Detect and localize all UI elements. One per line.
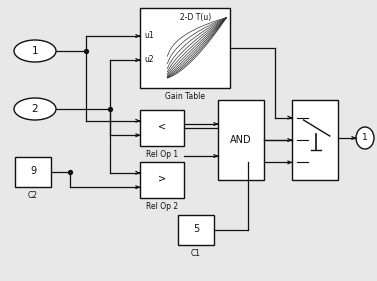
Bar xyxy=(140,162,184,198)
Text: 1: 1 xyxy=(32,46,38,56)
Text: 1: 1 xyxy=(362,133,368,142)
Bar xyxy=(292,100,338,180)
Text: u1: u1 xyxy=(144,31,153,40)
Text: u2: u2 xyxy=(144,56,153,65)
Ellipse shape xyxy=(14,40,56,62)
Text: C2: C2 xyxy=(28,191,38,200)
Bar xyxy=(15,157,51,187)
Bar xyxy=(140,110,184,146)
Text: 9: 9 xyxy=(30,166,36,176)
Bar xyxy=(140,8,230,88)
Text: >: > xyxy=(158,173,166,183)
Text: Rel Op 1: Rel Op 1 xyxy=(146,150,178,159)
Text: AND: AND xyxy=(230,135,252,145)
Bar xyxy=(218,100,264,180)
Text: Rel Op 2: Rel Op 2 xyxy=(146,202,178,211)
Ellipse shape xyxy=(356,127,374,149)
Text: C1: C1 xyxy=(191,249,201,258)
Text: 2-D T(u): 2-D T(u) xyxy=(180,13,211,22)
Bar xyxy=(178,215,214,245)
Text: <: < xyxy=(158,121,166,131)
Text: Gain Table: Gain Table xyxy=(165,92,205,101)
Text: 5: 5 xyxy=(193,223,199,234)
Ellipse shape xyxy=(14,98,56,120)
Text: 2: 2 xyxy=(32,104,38,114)
